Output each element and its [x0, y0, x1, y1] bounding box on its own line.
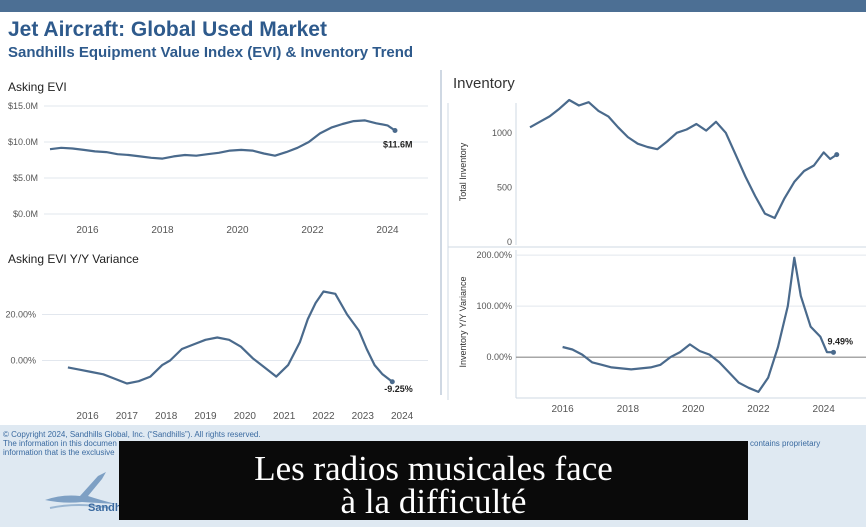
evi-x-tick-label: 2022: [301, 225, 324, 236]
evi-variance-x-tick-label: 2021: [273, 411, 296, 422]
inventory-variance-y-axis-title: Inventory Y/Y Variance: [458, 276, 468, 367]
evi-variance-end-point: [389, 379, 395, 385]
evi-y-tick-label: $5.0M: [13, 173, 38, 183]
evi-variance-x-tick-label: 2020: [234, 411, 257, 422]
inventory-series-line: [529, 98, 838, 220]
evi-chart-title: Asking EVI: [8, 80, 67, 94]
inventory-variance-y-tick-label: 200.00%: [476, 250, 512, 260]
inventory-chart-title: Inventory: [453, 75, 515, 92]
headline-banner: Les radios musicales face à la difficult…: [119, 441, 748, 520]
evi-variance-x-tick-label: 2023: [352, 411, 375, 422]
evi-x-tick-label: 2018: [151, 225, 174, 236]
inventory-y-tick-label: 1000: [492, 128, 512, 138]
inventory-y-tick-label: 0: [507, 237, 512, 247]
inventory-variance-y-tick-label: 0.00%: [486, 352, 512, 362]
evi-variance-x-tick-label: 2024: [391, 411, 414, 422]
evi-variance-x-tick-label: 2019: [194, 411, 217, 422]
footer-info-right: contains proprietary: [750, 439, 821, 448]
inventory-variance-x-tick-label: 2020: [682, 404, 705, 415]
headline-line-2: à la difficulté: [340, 482, 527, 521]
page-title: Jet Aircraft: Global Used Market: [8, 18, 327, 41]
evi-variance-y-tick-label: 0.00%: [10, 356, 36, 366]
evi-x-tick-label: 2016: [76, 225, 99, 236]
panel-divider: [440, 70, 442, 395]
evi-end-point: [392, 127, 398, 133]
inventory-y-tick-label: 500: [497, 182, 512, 192]
inventory-variance-x-tick-label: 2018: [617, 404, 640, 415]
evi-x-tick-label: 2020: [226, 225, 249, 236]
inventory-end-point: [834, 152, 840, 158]
footer-info-line-2: information that is the exclusive: [3, 448, 115, 457]
evi-y-tick-label: $15.0M: [8, 101, 38, 111]
evi-y-tick-label: $10.0M: [8, 137, 38, 147]
evi-variance-series-line: [67, 290, 393, 385]
evi-x-tick-label: 2024: [376, 225, 399, 236]
inventory-variance-series-line: [562, 256, 834, 393]
evi-series-line: [49, 119, 396, 160]
evi-variance-chart-title: Asking EVI Y/Y Variance: [8, 252, 139, 266]
inventory-variance-y-tick-label: 100.00%: [476, 301, 512, 311]
evi-variance-end-value-label: -9.25%: [384, 384, 413, 394]
inventory-variance-x-tick-label: 2016: [552, 404, 575, 415]
evi-variance-x-tick-label: 2022: [312, 411, 335, 422]
inventory-variance-end-point: [830, 349, 836, 355]
evi-variance-x-tick-label: 2018: [155, 411, 178, 422]
crane-logo-icon: [45, 472, 116, 509]
inventory-variance-x-tick-label: 2024: [813, 404, 836, 415]
evi-y-tick-label: $0.0M: [13, 209, 38, 219]
inventory-variance-x-tick-label: 2022: [747, 404, 770, 415]
inventory-y-axis-title: Total Inventory: [458, 142, 468, 201]
headline-text: Les radios musicales face à la difficult…: [119, 449, 748, 521]
footer-info-line-1: The information in this documen: [3, 439, 117, 448]
evi-variance-x-tick-label: 2017: [116, 411, 139, 422]
evi-variance-y-tick-label: 20.00%: [5, 310, 36, 320]
evi-end-value-label: $11.6M: [383, 139, 413, 149]
page-subtitle: Sandhills Equipment Value Index (EVI) & …: [8, 44, 414, 61]
headline-line-1: Les radios musicales face: [254, 449, 613, 488]
footer-copyright: © Copyright 2024, Sandhills Global, Inc.…: [3, 430, 261, 439]
inventory-variance-end-value-label: 9.49%: [827, 336, 853, 346]
evi-variance-x-tick-label: 2016: [76, 411, 99, 422]
top-bar: [0, 0, 866, 12]
